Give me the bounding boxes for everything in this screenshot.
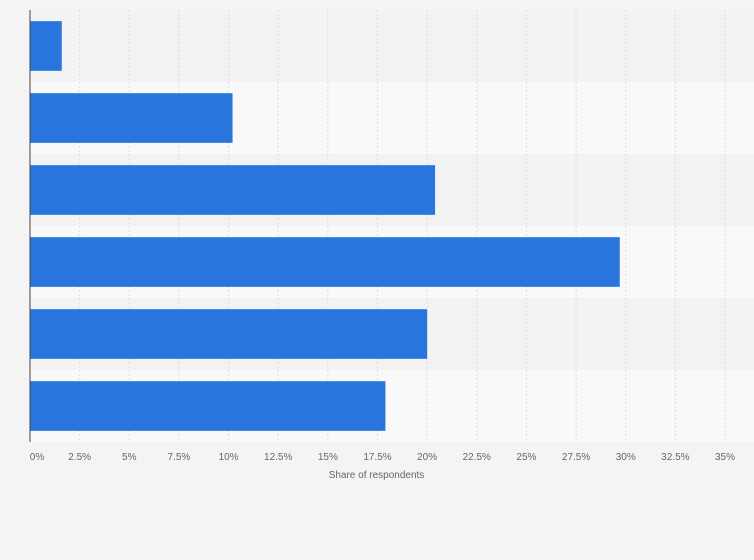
- x-tick-label: 5%: [122, 452, 137, 463]
- bar[interactable]: [30, 165, 436, 215]
- bar[interactable]: [30, 309, 428, 359]
- x-tick-label: 22.5%: [463, 452, 491, 463]
- x-tick-label: 35%: [715, 452, 735, 463]
- x-tick-label: 32.5%: [661, 452, 689, 463]
- x-tick-label: 20%: [417, 452, 437, 463]
- bar[interactable]: [30, 381, 386, 431]
- x-tick-label: 12.5%: [264, 452, 292, 463]
- x-tick-label: 27.5%: [562, 452, 590, 463]
- bar[interactable]: [30, 237, 620, 287]
- bar[interactable]: [30, 93, 233, 143]
- x-axis-title: Share of respondents: [329, 470, 425, 481]
- row-band: [30, 10, 754, 82]
- x-tick-label: 10%: [219, 452, 239, 463]
- x-tick-label: 25%: [516, 452, 536, 463]
- x-tick-label: 2.5%: [68, 452, 91, 463]
- bar[interactable]: [30, 21, 62, 71]
- x-tick-label: 15%: [318, 452, 338, 463]
- gridlines: [79, 10, 726, 442]
- x-tick-labels: 0% 2.5% 5% 7.5% 10% 12.5% 15% 17.5% 20% 22.5% 25% 2…: [30, 452, 735, 463]
- x-tick-label: 7.5%: [168, 452, 191, 463]
- row-bands: [30, 10, 754, 442]
- x-tick-label: 17.5%: [363, 452, 391, 463]
- bars: [30, 21, 620, 431]
- x-tick-label: 30%: [616, 452, 636, 463]
- x-tick-label: 0%: [30, 452, 45, 463]
